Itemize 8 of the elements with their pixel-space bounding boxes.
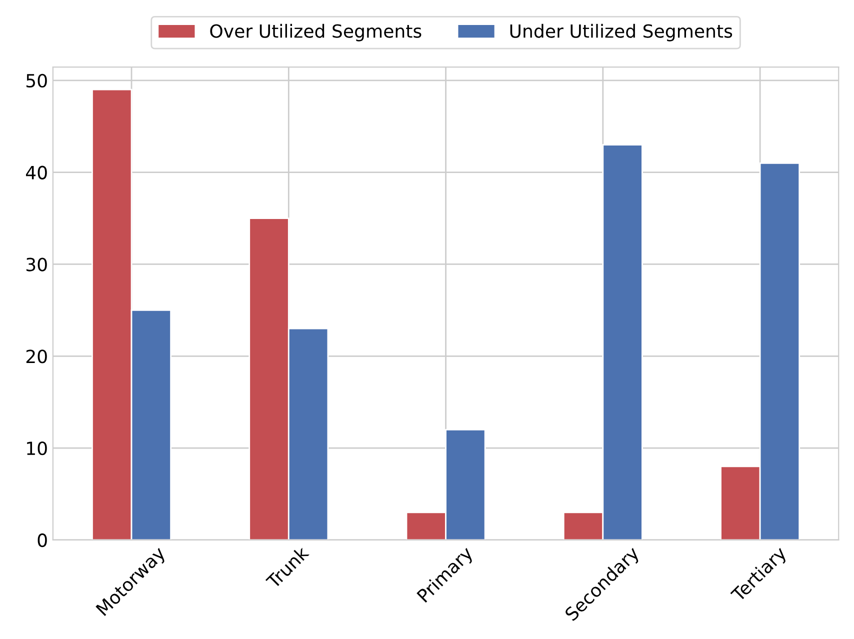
y-tick-label: 0 <box>38 533 47 548</box>
y-tick-label: 30 <box>26 258 47 272</box>
legend-label: Over Utilized Segments <box>210 24 422 42</box>
y-tick-label: 10 <box>27 442 47 456</box>
y-tick-label: 20 <box>26 350 47 364</box>
legend-label: Under Utilized Segments <box>510 24 732 42</box>
y-tick-label: 50 <box>26 74 47 88</box>
y-tick-label: 40 <box>26 166 47 180</box>
